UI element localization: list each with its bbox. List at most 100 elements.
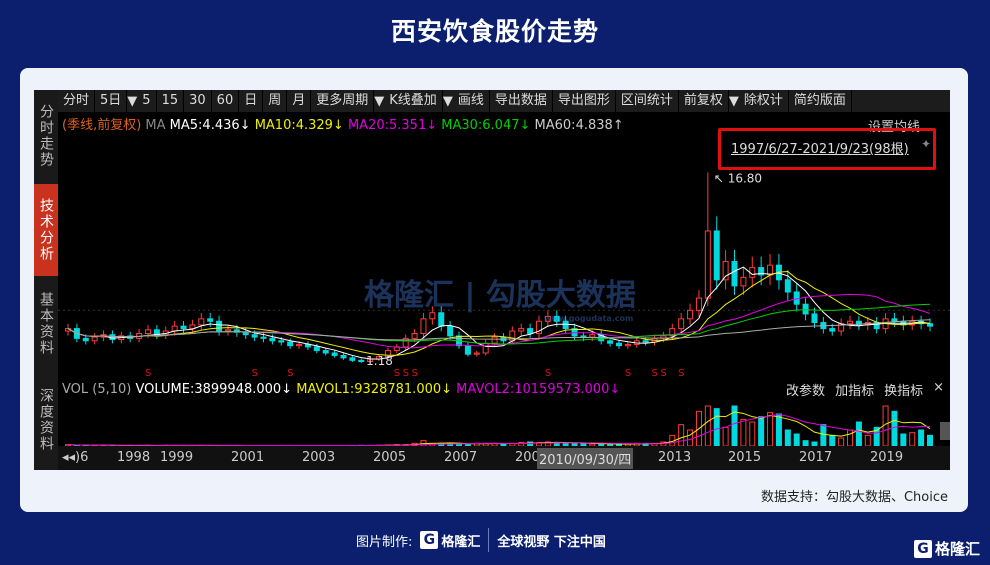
high-label: ↖ 16.80 [714,171,762,185]
volume-legend: VOL (5,10) VOLUME:3899948.000↓ MAVOL1:93… [62,382,620,397]
toolbar-item[interactable]: 日 [239,90,264,112]
toolbar-item[interactable]: 15 [157,90,185,112]
stock-chart-panel: 分时走势 技术分析 基本资料 深度资料 分时 5日 ▼ 5 15 30 60 日周月更多周期 ▼… [34,90,950,470]
add-indicator-button[interactable]: 加指标 [835,384,875,399]
candle-body [322,350,329,354]
toolbar-item[interactable]: 60 [212,90,240,112]
candle-body [429,312,436,320]
edit-params-button[interactable]: 改参数 [786,384,826,399]
candle-body [580,335,587,338]
candle-body [278,340,285,343]
candle-body [242,331,249,336]
candle-body [740,276,747,287]
tab-depth-info[interactable]: 深度资料 [38,388,54,452]
switch-indicator-button[interactable]: 换指标 [884,384,924,399]
candle-body [527,328,534,334]
volume-bar [589,443,596,446]
scrollbar[interactable] [940,422,950,440]
watermark-brand: 格隆汇 [364,278,454,313]
volume-bar [704,405,711,446]
toolbar-item[interactable]: 简约版面 [789,90,852,112]
tab-timeshare[interactable]: 分时走势 [38,104,54,168]
volume-bar [927,434,933,446]
toolbar-item[interactable]: 周 [263,90,288,112]
pin-icon[interactable]: ✦ [920,137,931,151]
side-tabs: 分时走势 技术分析 基本资料 深度资料 [34,90,58,470]
toolbar-item[interactable]: 30 [184,90,212,112]
toolbar-item[interactable]: 除权计 [739,90,789,112]
candle-body [891,318,898,322]
chevron-down-icon[interactable]: ▼ [374,93,385,109]
toolbar-item[interactable]: 月 [287,90,312,112]
brand-logo: G 格隆汇 [420,531,480,550]
s-marker: S [403,368,409,379]
set-ma-button[interactable]: 设置均线 [867,120,920,135]
toolbar-item[interactable]: 导出数据 [490,90,553,112]
ma5-value: MA5:4.436↓ [169,118,251,133]
candle-body [829,328,836,332]
ma10-line [67,270,931,356]
tab-basic-info[interactable]: 基本资料 [38,292,54,356]
volume-bar [687,429,694,446]
toolbar-item[interactable]: 分时 [58,90,96,112]
chevron-down-icon[interactable]: ▼ [442,93,453,109]
price-plot[interactable]: ↖ 16.801.18S S S S S S S S S S S [58,112,950,380]
toolbar-item[interactable]: K线叠加 [384,90,443,112]
toolbar-item[interactable]: 5日 [95,90,128,112]
toolbar-item[interactable]: 前复权 [679,90,729,112]
volume-bar [775,413,782,446]
candle-body [287,341,294,347]
x-tick-label: 1999 [160,450,194,465]
volume-bar [873,426,880,446]
toolbar-item[interactable]: 画线 [453,90,490,112]
candle-body [731,260,738,287]
candle-body [624,343,631,347]
candle-body [571,328,578,337]
volume-bar [731,405,738,446]
candle-body [811,313,818,323]
candle-body [642,340,649,343]
volume-bar [767,412,774,446]
volume-bar [65,444,71,446]
chevron-down-icon[interactable]: ▼ [127,93,138,109]
x-tick-label: 2017 [799,450,833,465]
candle-body [678,318,685,330]
volume-bar [518,442,525,446]
date-range-link[interactable]: 1997/6/27-2021/9/23(98根) [731,142,909,157]
volume-bar [864,434,871,446]
volume-bar [855,421,862,446]
candle-body [180,325,187,330]
chevron-down-icon[interactable]: ▼ [728,93,739,109]
toolbar: 分时 5日 ▼ 5 15 30 60 日周月更多周期 ▼ K线叠加 ▼ 画线 导出数据 导出图形 区间统计前… [58,90,950,112]
toolbar-item[interactable]: 区间统计 [616,90,679,112]
tab-technical[interactable]: 技术分析 [34,184,58,276]
close-icon[interactable]: × [933,380,944,395]
mavol2-line [67,413,931,446]
divider [488,528,490,552]
candle-body [358,359,365,363]
toolbar-item[interactable]: 5 [137,90,157,112]
candle-body [420,318,427,334]
volume-bar [749,421,756,446]
corner-logo: G 格隆汇 [913,538,980,559]
candle-body [713,230,720,281]
candle-body [216,320,223,332]
volume-bar [909,432,916,446]
crosshair-date-tooltip: 2010/09/30/四 [537,448,634,469]
x-tick-label: 2013 [658,450,692,465]
candle-body [207,318,214,322]
candle-body [198,318,205,326]
x-tick-label: 2015 [728,450,762,465]
volume-bar [829,434,836,446]
candle-body [518,328,525,332]
ma5-line [67,266,931,360]
toolbar-item[interactable]: 更多周期 [311,90,375,112]
data-source: 数据支持：勾股大数据、Choice [760,490,948,505]
toolbar-item[interactable]: 导出图形 [553,90,616,112]
candle-body [553,315,560,322]
x-tick-label: 2007 [444,450,478,465]
volume-bar [793,433,800,446]
ma-legend: (季线,前复权) MA MA5:4.436↓ MA10:4.329↓ MA20:… [62,114,624,133]
candle-body [224,329,231,332]
scroll-left-button[interactable]: ◂◂)6 [62,450,89,465]
